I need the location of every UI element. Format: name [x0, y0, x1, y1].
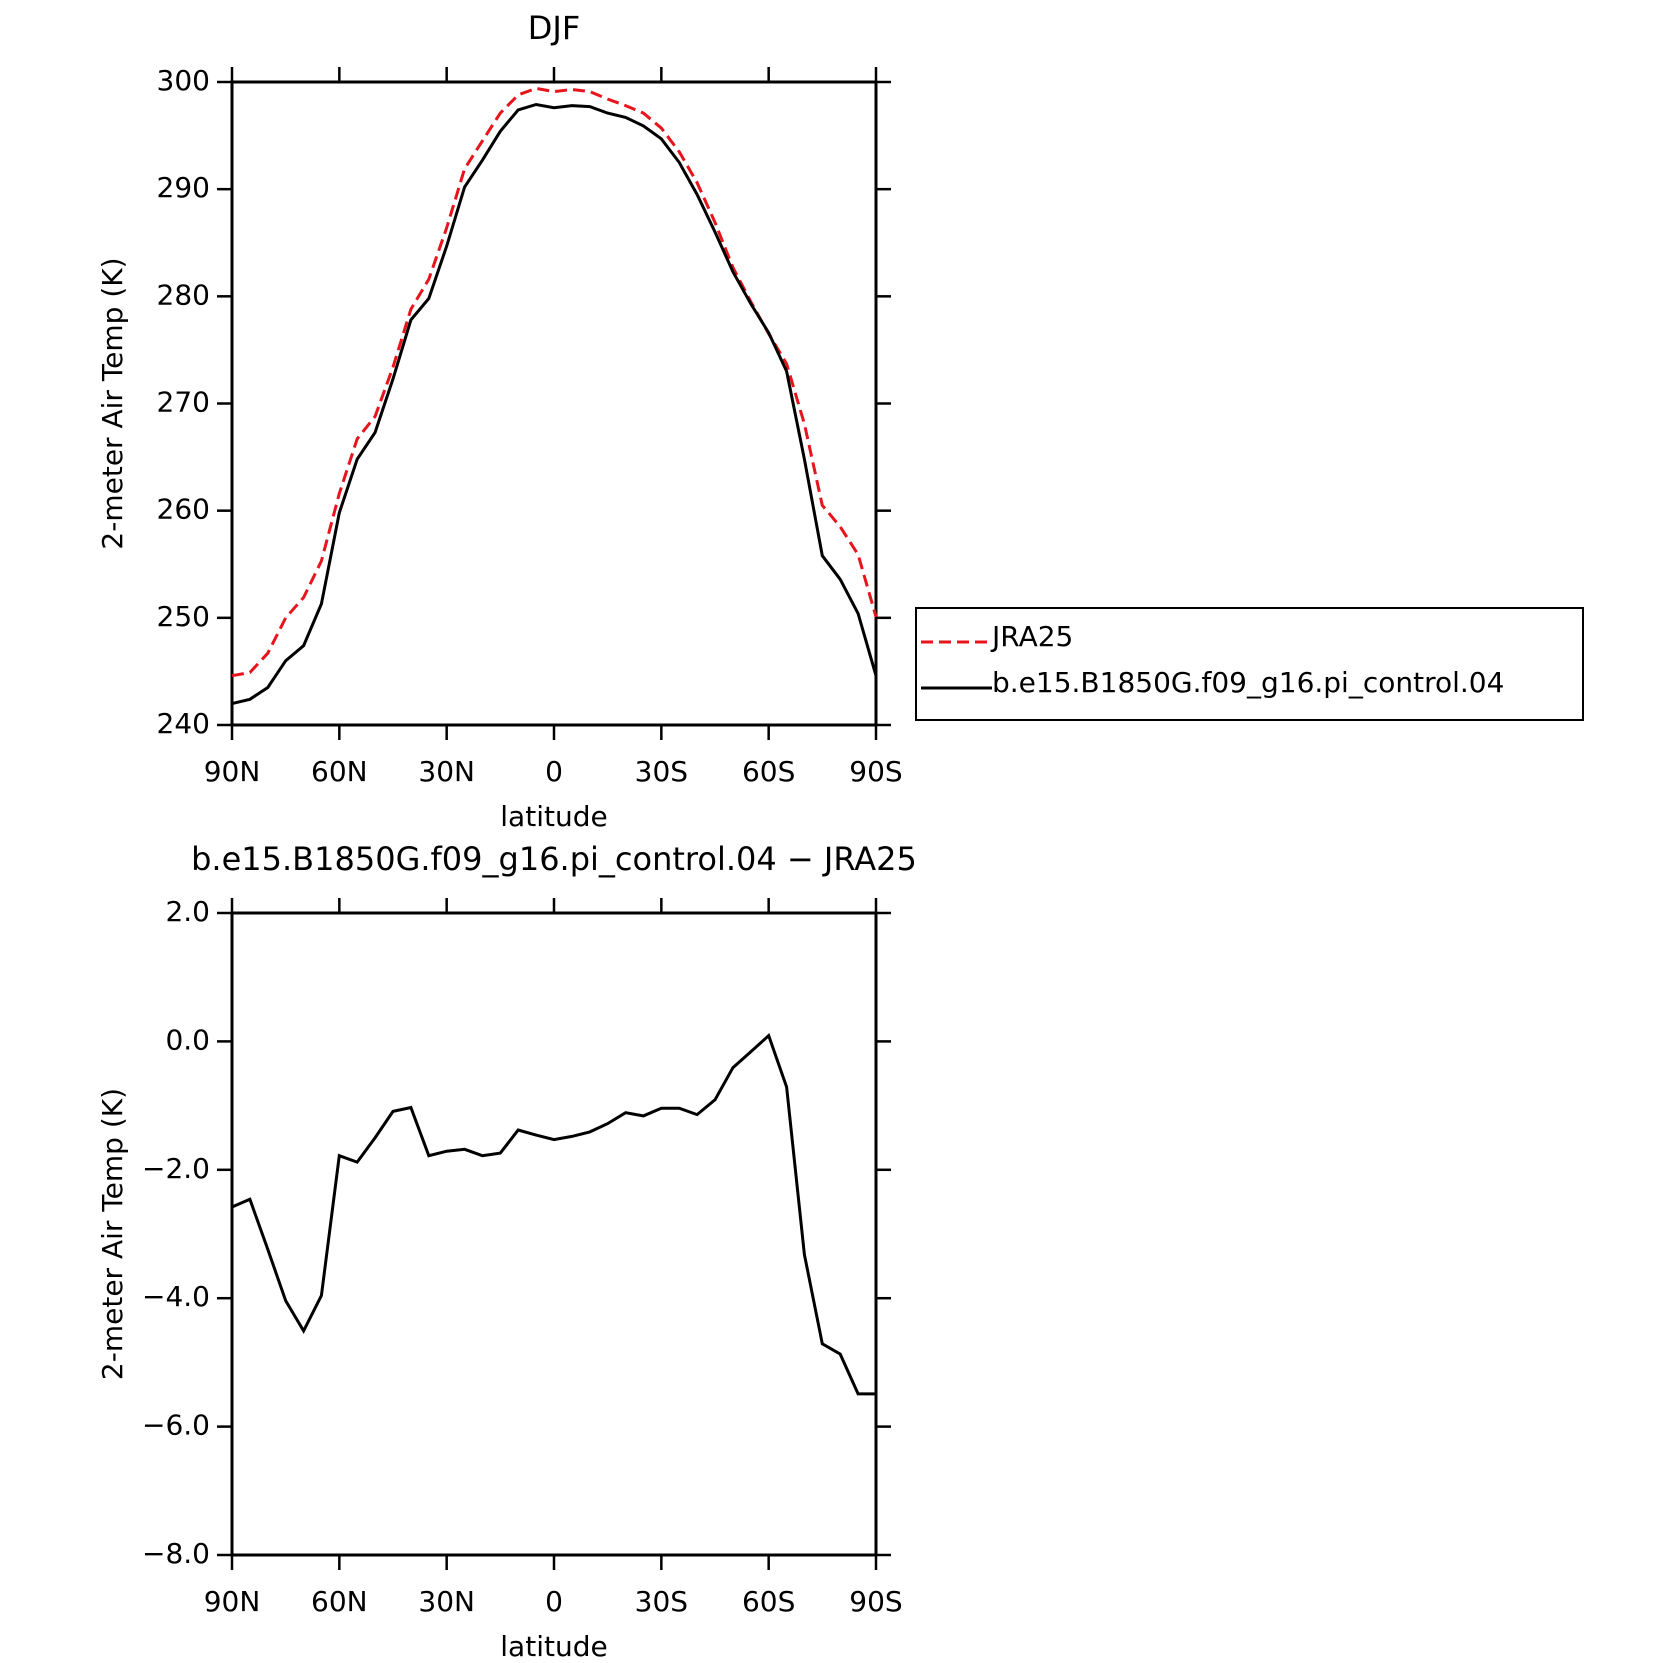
y-tick-label: 290: [157, 171, 210, 204]
plot-frame: [230, 911, 878, 1557]
x-tick-label: 0: [545, 1585, 563, 1618]
x-tick-label: 60N: [311, 755, 368, 788]
x-tick-label: 30S: [635, 755, 688, 788]
y-tick-label: 260: [157, 493, 210, 526]
chart-title: b.e15.B1850G.f09_g16.pi_control.04 − JRA…: [191, 840, 917, 878]
y-tick-label: 300: [157, 64, 210, 97]
y-axis-label: 2-meter Air Temp (K): [96, 257, 129, 549]
x-tick-label: 90N: [204, 1585, 261, 1618]
plot-frame: [230, 80, 878, 727]
y-tick-label: 240: [157, 707, 210, 740]
y-tick-label: 280: [157, 278, 210, 311]
x-tick-label: 60N: [311, 1585, 368, 1618]
y-tick-label: −6.0: [142, 1409, 210, 1442]
x-tick-label: 90S: [849, 755, 902, 788]
chart-title: DJF: [528, 9, 580, 47]
legend-label: b.e15.B1850G.f09_g16.pi_control.04: [992, 666, 1504, 699]
x-tick-label: 30N: [418, 1585, 475, 1618]
y-tick-label: 250: [157, 600, 210, 633]
x-axis-label: latitude: [500, 1630, 607, 1663]
x-tick-label: 30N: [418, 755, 475, 788]
x-tick-label: 30S: [635, 1585, 688, 1618]
data-line: [231, 1032, 876, 1396]
x-tick-label: 60S: [742, 755, 795, 788]
x-axis-label: latitude: [500, 800, 607, 833]
y-axis-label: 2-meter Air Temp (K): [96, 1088, 129, 1380]
y-tick-label: 270: [157, 386, 210, 419]
data-line: [231, 86, 878, 678]
y-tick-label: −2.0: [142, 1152, 210, 1185]
legend-box: [915, 607, 1584, 721]
y-tick-label: 0.0: [165, 1023, 210, 1056]
x-tick-label: 60S: [742, 1585, 795, 1618]
data-line: [231, 102, 878, 706]
x-tick-label: 90N: [204, 755, 261, 788]
x-tick-label: 0: [545, 755, 563, 788]
y-tick-label: −8.0: [142, 1537, 210, 1570]
y-tick-label: 2.0: [165, 895, 210, 928]
x-tick-label: 90S: [849, 1585, 902, 1618]
legend-label: JRA25: [990, 620, 1073, 653]
y-tick-label: −4.0: [142, 1280, 210, 1313]
